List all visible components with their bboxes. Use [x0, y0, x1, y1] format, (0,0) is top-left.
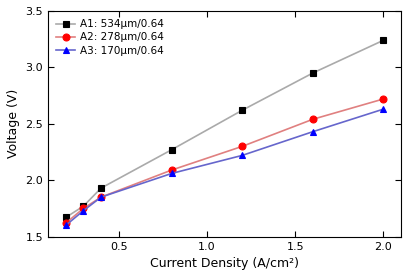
A2: 278μm/0.64: (0.8, 2.09): 278μm/0.64: (0.8, 2.09)	[169, 168, 174, 172]
A2: 278μm/0.64: (0.2, 1.62): 278μm/0.64: (0.2, 1.62)	[63, 221, 68, 225]
A3: 170μm/0.64: (0.4, 1.85): 170μm/0.64: (0.4, 1.85)	[99, 196, 104, 199]
Line: A3: 170μm/0.64: A3: 170μm/0.64	[62, 106, 387, 229]
A3: 170μm/0.64: (1.6, 2.43): 170μm/0.64: (1.6, 2.43)	[310, 130, 315, 133]
A1: 534μm/0.64: (0.8, 2.27): 534μm/0.64: (0.8, 2.27)	[169, 148, 174, 152]
A3: 170μm/0.64: (2, 2.63): 170μm/0.64: (2, 2.63)	[381, 107, 386, 111]
Legend: A1: 534μm/0.64, A2: 278μm/0.64, A3: 170μm/0.64: A1: 534μm/0.64, A2: 278μm/0.64, A3: 170μ…	[53, 16, 167, 59]
A1: 534μm/0.64: (0.4, 1.93): 534μm/0.64: (0.4, 1.93)	[99, 186, 104, 190]
A1: 534μm/0.64: (2, 3.24): 534μm/0.64: (2, 3.24)	[381, 39, 386, 42]
Line: A1: 534μm/0.64: A1: 534μm/0.64	[62, 37, 387, 221]
A3: 170μm/0.64: (1.2, 2.22): 170μm/0.64: (1.2, 2.22)	[240, 154, 245, 157]
A1: 534μm/0.64: (1.2, 2.62): 534μm/0.64: (1.2, 2.62)	[240, 109, 245, 112]
Line: A2: 278μm/0.64: A2: 278μm/0.64	[62, 96, 387, 227]
Y-axis label: Voltage (V): Voltage (V)	[7, 89, 20, 158]
A1: 534μm/0.64: (0.2, 1.67): 534μm/0.64: (0.2, 1.67)	[63, 216, 68, 219]
A1: 534μm/0.64: (1.6, 2.95): 534μm/0.64: (1.6, 2.95)	[310, 71, 315, 75]
A2: 278μm/0.64: (1.6, 2.54): 278μm/0.64: (1.6, 2.54)	[310, 118, 315, 121]
A2: 278μm/0.64: (1.2, 2.3): 278μm/0.64: (1.2, 2.3)	[240, 145, 245, 148]
A3: 170μm/0.64: (0.8, 2.06): 170μm/0.64: (0.8, 2.06)	[169, 172, 174, 175]
X-axis label: Current Density (A/cm²): Current Density (A/cm²)	[150, 257, 299, 270]
A3: 170μm/0.64: (0.3, 1.73): 170μm/0.64: (0.3, 1.73)	[81, 209, 86, 212]
A1: 534μm/0.64: (0.3, 1.77): 534μm/0.64: (0.3, 1.77)	[81, 204, 86, 208]
A2: 278μm/0.64: (0.3, 1.75): 278μm/0.64: (0.3, 1.75)	[81, 207, 86, 210]
A2: 278μm/0.64: (0.4, 1.85): 278μm/0.64: (0.4, 1.85)	[99, 196, 104, 199]
A2: 278μm/0.64: (2, 2.72): 278μm/0.64: (2, 2.72)	[381, 97, 386, 101]
A3: 170μm/0.64: (0.2, 1.6): 170μm/0.64: (0.2, 1.6)	[63, 224, 68, 227]
